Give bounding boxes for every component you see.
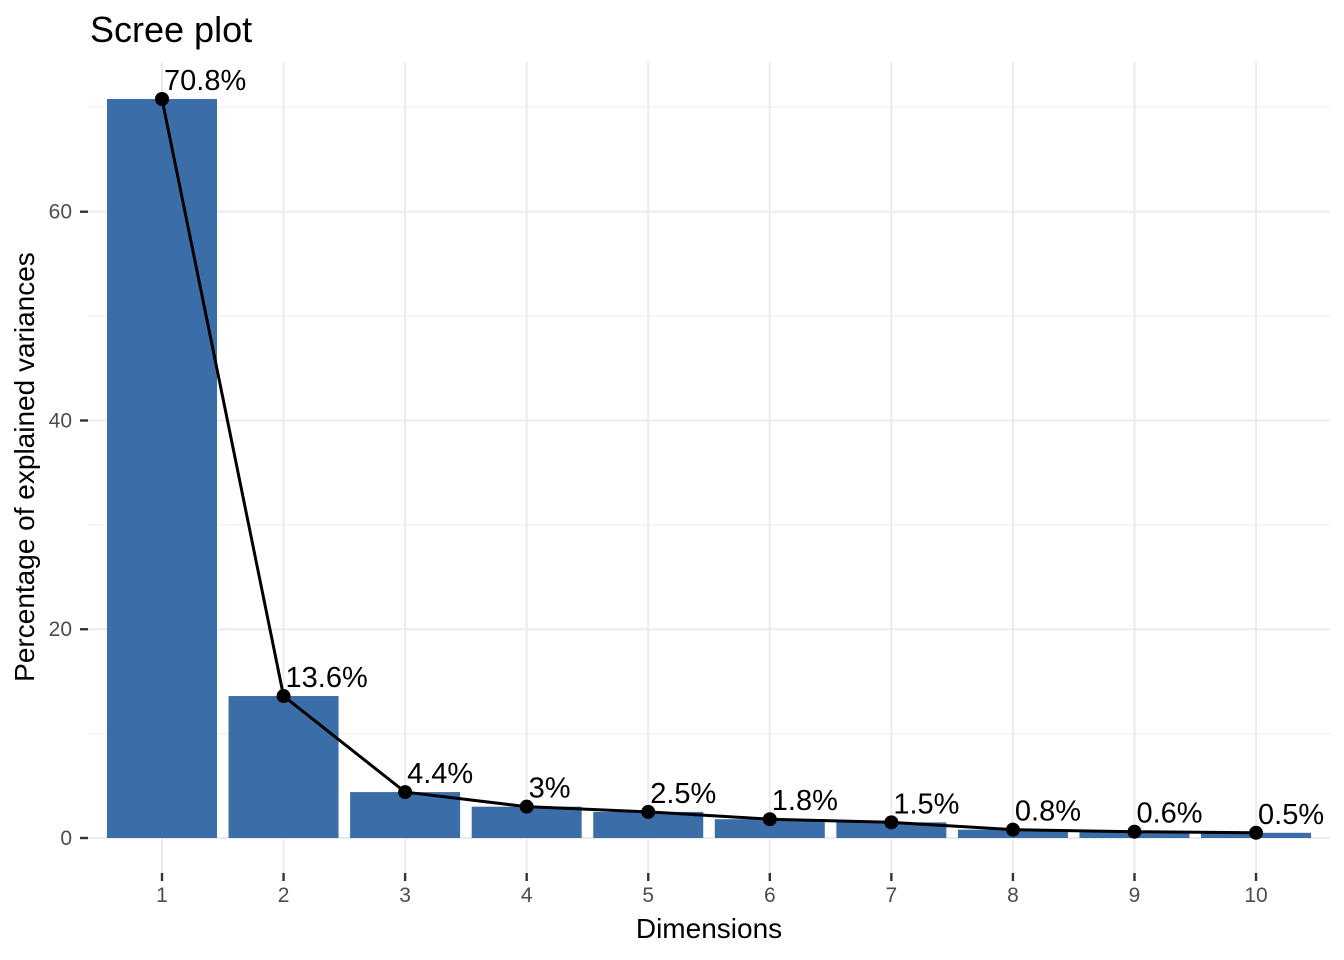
x-tick-label: 5 (642, 884, 654, 907)
value-label: 70.8% (164, 65, 246, 97)
value-labels-group: 70.8% 13.6% 4.4% 3% 2.5% 1.8% 1.5% 0.8% 0.6% 0.5% (164, 65, 1324, 831)
value-label: 0.6% (1136, 798, 1202, 830)
trend-line-group (160, 98, 1257, 835)
x-tick-label: 3 (399, 884, 411, 907)
data-point (1249, 825, 1264, 840)
trend-line (160, 98, 1257, 835)
value-label: 1.5% (893, 788, 959, 820)
x-tick-label: 9 (1129, 884, 1141, 907)
y-tick-label: 20 (49, 618, 72, 641)
data-point (762, 812, 777, 827)
y-tick-label: 0 (60, 827, 72, 850)
data-point (884, 815, 899, 830)
x-tick-label: 7 (886, 884, 898, 907)
data-point (641, 804, 656, 819)
x-axis-title: Dimensions (636, 913, 782, 944)
value-label: 1.8% (772, 785, 838, 817)
bar (228, 696, 339, 838)
chart-title: Scree plot (90, 9, 252, 50)
bar (107, 98, 217, 838)
value-label: 2.5% (650, 778, 716, 810)
data-point (1005, 822, 1020, 837)
data-points-group (155, 91, 1264, 840)
data-point (519, 799, 534, 814)
bar (836, 822, 947, 838)
tick-marks-group (80, 210, 1258, 881)
x-tick-label: 8 (1007, 884, 1019, 907)
gridlines-minor (88, 106, 1330, 735)
data-point (276, 689, 291, 704)
y-tick-label: 60 (49, 201, 72, 224)
bar (714, 819, 825, 838)
x-tick-label: 2 (278, 884, 290, 907)
bars-group (107, 98, 1312, 838)
x-tick-label: 4 (521, 884, 533, 907)
value-label: 0.8% (1015, 796, 1081, 828)
value-label: 0.5% (1258, 799, 1324, 831)
gridlines-major (88, 62, 1330, 873)
tick-labels-group: 1 2 3 4 5 6 7 8 9 10 0 20 40 60 (49, 201, 1268, 907)
data-point (1127, 824, 1142, 839)
data-point (398, 785, 413, 800)
x-tick-label: 10 (1244, 884, 1267, 907)
value-label: 13.6% (286, 662, 368, 694)
value-label: 3% (529, 773, 571, 805)
x-tick-label: 1 (156, 884, 168, 907)
y-axis-title: Percentage of explained variances (9, 252, 40, 682)
y-tick-label: 40 (49, 409, 72, 432)
x-tick-label: 6 (764, 884, 776, 907)
data-point (155, 91, 169, 106)
value-label: 4.4% (407, 758, 473, 790)
bar (350, 792, 461, 838)
